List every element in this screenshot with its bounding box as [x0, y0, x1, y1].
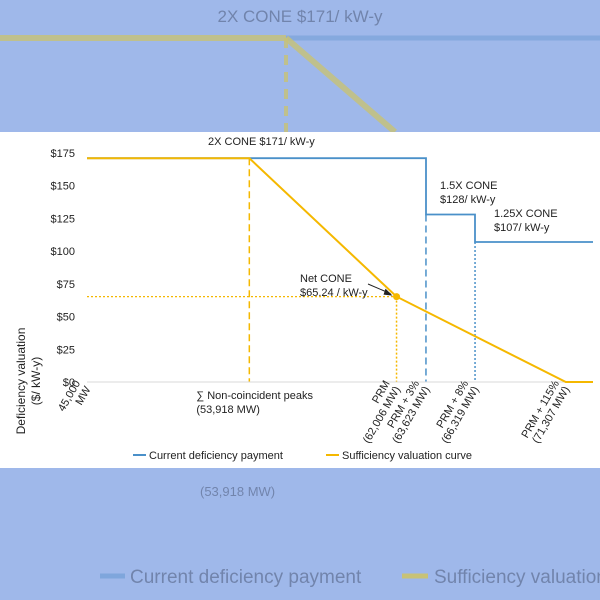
annotation: 1.25X CONE $107/ kW-y [494, 208, 558, 234]
chart-card: Deficiency valuation ($/ kW-y) $0 $25 $50 $… [0, 132, 600, 468]
annotation-line: $107/ kW-y [494, 222, 550, 234]
annotation: Net CONE $65.24 / kW-y [300, 273, 368, 299]
y-tick-label: $150 [51, 181, 75, 193]
annotation-line: $65.24 / kW-y [300, 287, 368, 299]
y-tick-labels: $0 $25 $50 $75 $100 $125 $150 $175 [51, 148, 75, 389]
legend-label: Current deficiency payment [149, 450, 283, 462]
annotation-line: 1.5X CONE [440, 180, 497, 192]
annotation: 1.5X CONE $128/ kW-y [440, 180, 497, 206]
bg-tick-ncp: (53,918 MW) [200, 484, 275, 499]
y-tick-label: $0 [63, 377, 75, 389]
legend: Current deficiency payment Sufficiency va… [133, 450, 472, 462]
y-tick-label: $50 [57, 312, 75, 324]
annotation-line: $128/ kW-y [440, 194, 496, 206]
x-tick-line: (53,918 MW) [196, 404, 260, 416]
y-tick-label: $125 [51, 213, 75, 225]
annotation: 2X CONE $171/ kW-y [208, 136, 315, 148]
sufficiency-curve-line [87, 157, 593, 383]
x-tick-label: PRM + 8%(66,319 MW) [434, 378, 481, 445]
y-tick-label: $175 [51, 148, 75, 160]
legend-item: Sufficiency valuation curve [326, 450, 472, 462]
annotation-line: 2X CONE $171/ kW-y [208, 136, 315, 148]
bg-legend-current: Current deficiency payment [130, 567, 362, 588]
y-tick-label: $100 [51, 246, 75, 258]
y-axis-label-line2: ($/ kW-y) [29, 357, 43, 405]
net-cone-point [393, 293, 401, 301]
current-deficiency-line [87, 157, 593, 243]
y-axis-label: Deficiency valuation ($/ kW-y) [14, 328, 43, 435]
bg-legend-sufficiency: Sufficiency valuation curve [434, 567, 600, 588]
x-tick-line: ∑ Non-coincident peaks [196, 390, 313, 402]
bg-annotation-2x-cone: 2X CONE $171/ kW-y [217, 7, 383, 26]
annotation-line: Net CONE [300, 273, 352, 285]
y-axis-label-line1: Deficiency valuation [14, 328, 28, 435]
x-tick-label: PRM + 115%(71,307 MW) [519, 378, 572, 445]
y-tick-label: $25 [57, 344, 75, 356]
legend-item: Current deficiency payment [133, 450, 283, 462]
annotations: 2X CONE $171/ kW-y 1.5X CONE $128/ kW-y 1.2… [208, 136, 558, 299]
series-lines [87, 157, 593, 383]
net-cone-arrowhead [383, 288, 393, 296]
guide-lines [87, 158, 593, 383]
legend-label: Sufficiency valuation curve [342, 450, 472, 462]
y-tick-label: $75 [57, 279, 75, 291]
annotation-line: 1.25X CONE [494, 208, 558, 220]
deficiency-valuation-chart: Deficiency valuation ($/ kW-y) $0$25$50$… [14, 136, 593, 462]
x-tick-label: ∑ Non-coincident peaks (53,918 MW) [196, 390, 313, 416]
